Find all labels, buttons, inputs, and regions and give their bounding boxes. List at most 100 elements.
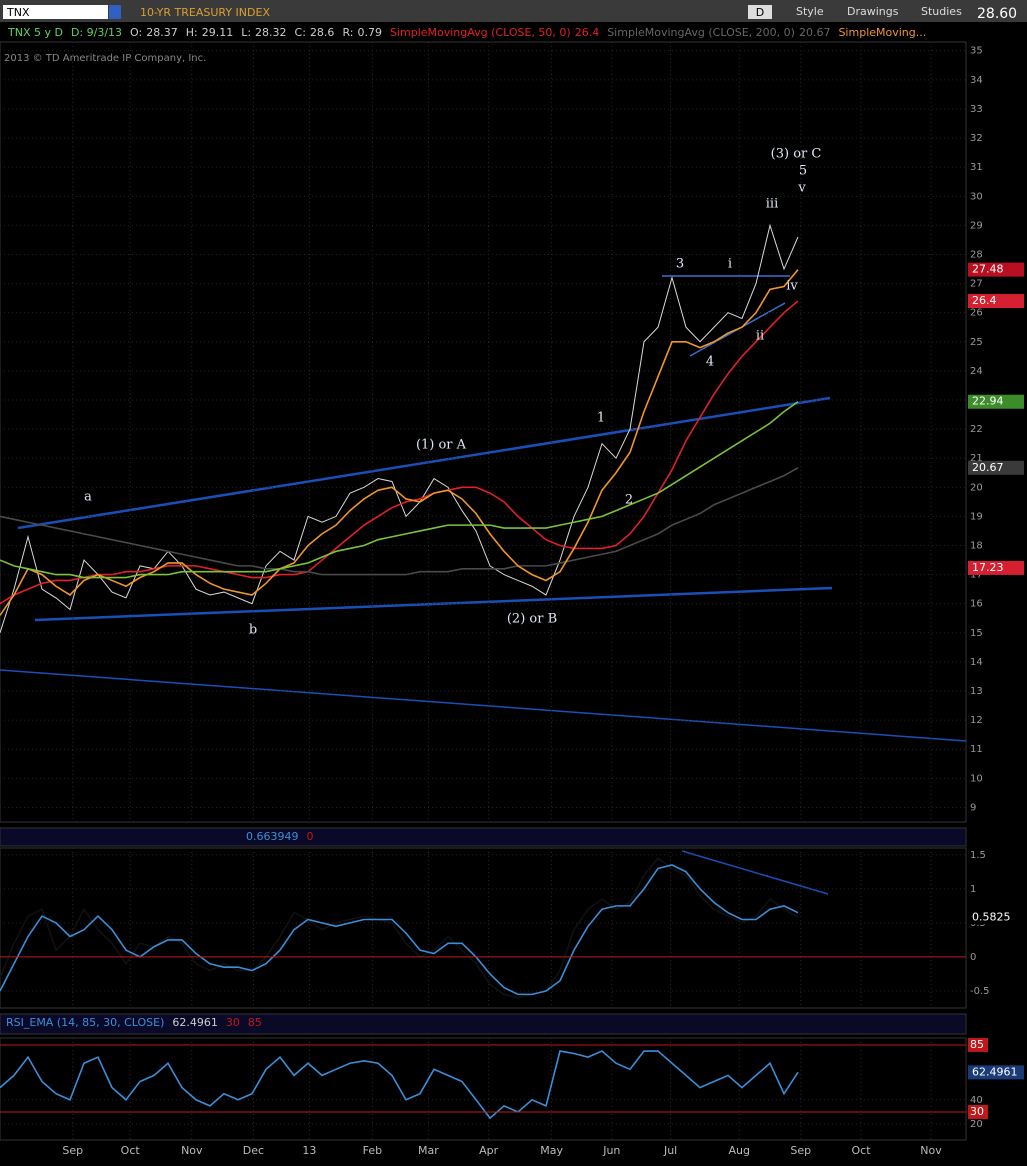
- price-marker: [968, 294, 1024, 309]
- wave-label: (2) or B: [507, 612, 557, 627]
- wave-label: 3: [676, 257, 684, 272]
- x-tick-label: Sep: [62, 1144, 83, 1157]
- wave-label: 1: [597, 411, 605, 426]
- header-text: H:: [186, 26, 198, 39]
- wave-label: 5: [799, 164, 807, 179]
- price-marker: [968, 262, 1024, 277]
- y-tick-label: 29: [970, 220, 983, 231]
- header-text: 0.663949: [246, 830, 299, 843]
- osc-marker: [968, 910, 1024, 925]
- copyright: 2013 © TD Ameritrade IP Company, Inc.: [4, 53, 206, 64]
- wave-label: 2: [625, 493, 633, 508]
- symbol: TNX: [6, 6, 30, 19]
- wave-label: b: [249, 623, 257, 638]
- x-tick-label: Jul: [663, 1144, 677, 1157]
- price-marker: [968, 460, 1024, 475]
- price-marker-label: 22.94: [972, 395, 1004, 408]
- header-text: SimpleMovingAvg (CLOSE, 200, 0): [607, 26, 795, 39]
- y-tick-label: 10: [970, 773, 983, 784]
- rsi-header: [0, 1013, 967, 1035]
- y-tick-label: 16: [970, 599, 983, 610]
- y-tick-label: 11: [970, 744, 983, 755]
- x-tick-label: Apr: [479, 1144, 499, 1157]
- studies-button[interactable]: Studies: [921, 5, 962, 18]
- trend-line: [681, 850, 829, 895]
- y-tick-label: 34: [970, 75, 983, 86]
- header-text: 0.79: [357, 26, 382, 39]
- wave-label: v: [797, 181, 806, 196]
- header-text: R:: [342, 26, 353, 39]
- header-text: 0: [307, 830, 314, 843]
- level-label: 85: [970, 1038, 984, 1051]
- y-tick-label: 40: [970, 1095, 983, 1106]
- y-tick-label: 28: [970, 249, 983, 260]
- y-tick-label: 1: [970, 884, 976, 895]
- y-tick-label: 0: [970, 952, 976, 963]
- style-button[interactable]: Style: [796, 5, 824, 18]
- rsi-panel: [0, 1037, 967, 1141]
- y-tick-label: 19: [970, 511, 983, 522]
- description: 10-YR TREASURY INDEX: [140, 6, 270, 19]
- y-tick-label: 35: [970, 46, 983, 57]
- wave-label: iv: [786, 279, 798, 294]
- level-box: [968, 1037, 988, 1052]
- wave-label: a: [84, 490, 92, 505]
- header-text: D: 9/3/13: [71, 26, 122, 39]
- y-tick-label: 18: [970, 541, 983, 552]
- header-text: C:: [295, 26, 306, 39]
- y-tick-label: 21: [970, 453, 983, 464]
- price-marker-label: 20.67: [972, 461, 1004, 474]
- trend-line: [17, 396, 831, 530]
- symbol-box[interactable]: [3, 5, 108, 19]
- header-text: 29.11: [202, 26, 234, 39]
- price-marker-label: 26.4: [972, 294, 997, 307]
- series-line: [0, 269, 799, 616]
- header-text: 20.67: [799, 26, 831, 39]
- y-tick-label: 17: [970, 570, 983, 581]
- aggregation-label: D: [756, 6, 764, 19]
- y-tick-label: 26: [970, 308, 983, 319]
- wave-label: ii: [756, 329, 764, 344]
- header-text: 28.32: [255, 26, 287, 39]
- wave-label: (3) or C: [771, 147, 822, 162]
- price-marker: [968, 394, 1024, 409]
- drawings-button[interactable]: Drawings: [847, 5, 899, 18]
- series-line: [0, 857, 799, 999]
- header-text: O:: [130, 26, 142, 39]
- level-label: 30: [970, 1105, 984, 1118]
- wave-label: 4: [706, 355, 714, 370]
- trend-line: [34, 586, 833, 622]
- aggregation-button[interactable]: [748, 5, 772, 19]
- level-box: [968, 1104, 988, 1119]
- y-tick-label: 20: [970, 1119, 983, 1130]
- rsi-marker: [968, 1065, 1024, 1080]
- y-tick-label: 15: [970, 628, 983, 639]
- osc-panel: [0, 847, 967, 1009]
- price-marker: [968, 560, 1024, 575]
- wave-label: iii: [766, 197, 778, 212]
- series-line: [0, 401, 799, 579]
- x-tick-label: Feb: [363, 1144, 382, 1157]
- x-tick-label: Aug: [728, 1144, 749, 1157]
- osc-marker-label: 0.5825: [972, 910, 1011, 923]
- y-tick-label: 25: [970, 337, 983, 348]
- x-tick-label: Jun: [602, 1144, 620, 1157]
- y-tick-label: 33: [970, 104, 983, 115]
- x-tick-label: Dec: [243, 1144, 264, 1157]
- wave-label: (1) or A: [416, 438, 467, 453]
- y-tick-label: 14: [970, 657, 983, 668]
- rsi-marker-label: 62.4961: [972, 1065, 1018, 1078]
- y-tick-label: 31: [970, 162, 983, 173]
- y-tick-label: 30: [970, 191, 983, 202]
- series-line: [0, 467, 799, 576]
- header-text: 85: [248, 1016, 262, 1029]
- header-text: 30: [226, 1016, 240, 1029]
- price-marker-label: 27.48: [972, 263, 1004, 276]
- x-tick-label: Oct: [851, 1144, 871, 1157]
- y-tick-label: 22: [970, 424, 983, 435]
- symbol-dropdown[interactable]: [109, 5, 121, 19]
- y-tick-label: 9: [970, 802, 976, 813]
- header-text: RSI_EMA (14, 85, 30, CLOSE): [6, 1016, 164, 1029]
